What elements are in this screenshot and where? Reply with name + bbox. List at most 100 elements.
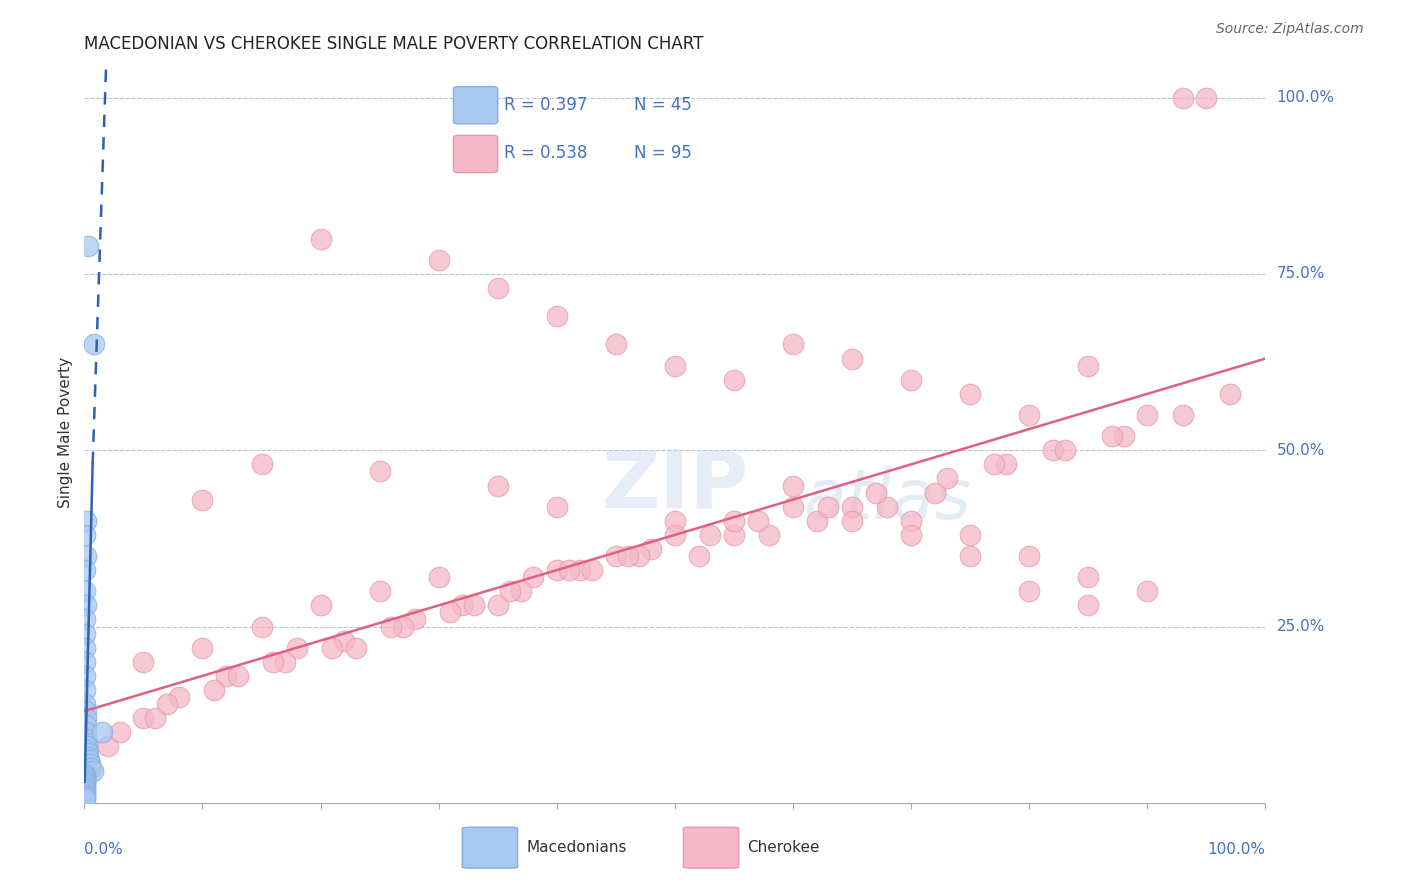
Point	[73, 778, 96, 792]
Point	[817, 500, 839, 514]
Point	[1077, 599, 1099, 613]
Point	[959, 387, 981, 401]
Point	[959, 549, 981, 563]
Point	[250, 458, 273, 472]
Point	[77, 747, 100, 761]
Point	[1195, 91, 1218, 105]
Point	[569, 563, 592, 577]
Point	[1053, 443, 1076, 458]
Point	[688, 549, 710, 563]
Point	[73, 626, 96, 640]
Point	[959, 528, 981, 542]
Point	[75, 549, 97, 563]
Point	[782, 500, 804, 514]
Point	[983, 458, 1005, 472]
Point	[132, 711, 155, 725]
Point	[900, 528, 922, 542]
Point	[75, 725, 97, 739]
Point	[333, 633, 356, 648]
Point	[73, 683, 96, 698]
Point	[1018, 408, 1040, 422]
Point	[723, 514, 745, 528]
Point	[143, 711, 166, 725]
Point	[510, 584, 533, 599]
Point	[97, 739, 120, 754]
Point	[75, 732, 97, 747]
Point	[392, 619, 415, 633]
Point	[463, 599, 485, 613]
Point	[73, 769, 96, 783]
Point	[108, 725, 131, 739]
Point	[841, 514, 863, 528]
Point	[1042, 443, 1064, 458]
Text: Source: ZipAtlas.com: Source: ZipAtlas.com	[1216, 22, 1364, 37]
Point	[191, 492, 214, 507]
Point	[73, 776, 96, 790]
Point	[75, 718, 97, 732]
Point	[557, 563, 579, 577]
Point	[1112, 429, 1135, 443]
Point	[215, 669, 238, 683]
Point	[841, 500, 863, 514]
Point	[202, 683, 225, 698]
Point	[546, 563, 568, 577]
Point	[664, 528, 686, 542]
Point	[486, 599, 509, 613]
Point	[581, 563, 603, 577]
Point	[75, 599, 97, 613]
Point	[73, 788, 96, 802]
Point	[309, 232, 332, 246]
Point	[226, 669, 249, 683]
Point	[841, 351, 863, 366]
Point	[73, 669, 96, 683]
Point	[723, 528, 745, 542]
Point	[82, 764, 104, 778]
Point	[73, 655, 96, 669]
Point	[73, 563, 96, 577]
Text: 75.0%: 75.0%	[1277, 267, 1324, 282]
Point	[83, 337, 105, 351]
Point	[75, 711, 97, 725]
Point	[167, 690, 190, 704]
Point	[640, 541, 662, 556]
Point	[782, 337, 804, 351]
Point	[994, 458, 1017, 472]
Point	[486, 281, 509, 295]
Point	[368, 584, 391, 599]
Point	[1101, 429, 1123, 443]
Point	[73, 792, 96, 806]
Point	[73, 640, 96, 655]
Point	[404, 612, 426, 626]
Point	[321, 640, 343, 655]
Point	[1171, 91, 1194, 105]
Point	[1171, 408, 1194, 422]
Point	[605, 337, 627, 351]
Point	[664, 514, 686, 528]
Point	[77, 754, 100, 768]
Point	[380, 619, 402, 633]
Point	[900, 373, 922, 387]
Point	[1136, 408, 1159, 422]
Point	[1018, 549, 1040, 563]
Point	[73, 789, 96, 803]
Point	[73, 771, 96, 785]
Point	[77, 239, 100, 253]
Text: 50.0%: 50.0%	[1277, 442, 1324, 458]
Text: 100.0%: 100.0%	[1277, 90, 1334, 105]
Point	[156, 697, 179, 711]
Point	[546, 500, 568, 514]
Point	[191, 640, 214, 655]
Point	[73, 790, 96, 805]
Point	[76, 739, 98, 754]
Point	[76, 743, 98, 757]
Point	[498, 584, 520, 599]
Point	[1077, 570, 1099, 584]
Point	[900, 514, 922, 528]
Point	[79, 757, 101, 772]
Point	[723, 373, 745, 387]
Point	[1136, 584, 1159, 599]
Point	[522, 570, 544, 584]
Point	[344, 640, 367, 655]
Point	[628, 549, 651, 563]
Point	[427, 252, 450, 267]
